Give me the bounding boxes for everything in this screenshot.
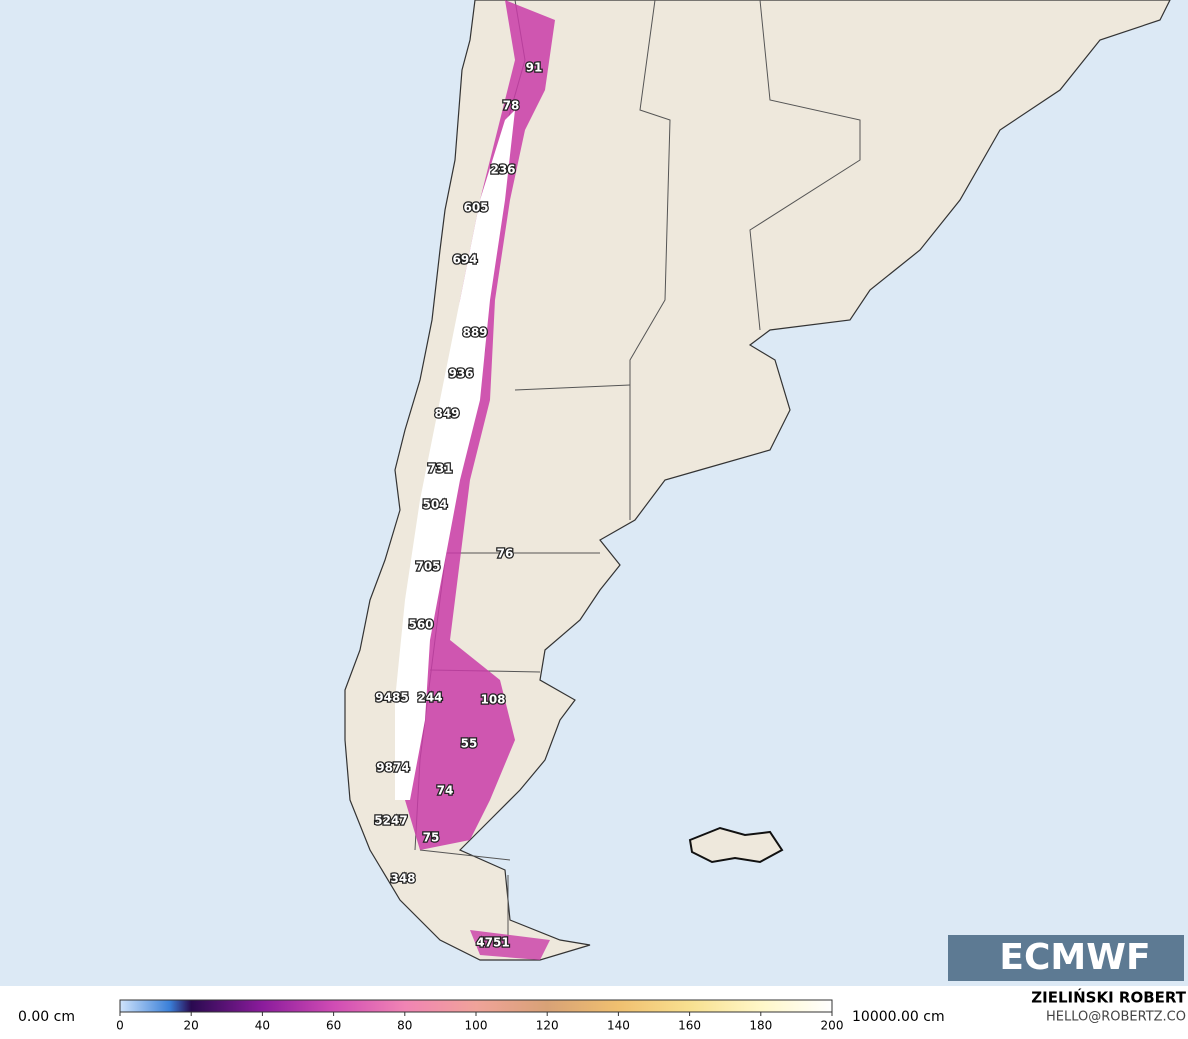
colorbar-ticks: 0 20 40 60 80 100 120 140 160 180 200: [116, 1012, 843, 1033]
snow-label: 244: [417, 691, 442, 705]
snow-label: 504: [422, 498, 447, 512]
credit-contact: HELLO@ROBERTZ.CO: [1046, 1010, 1186, 1025]
logo: ECMWF: [999, 937, 1150, 978]
snow-label: 108: [480, 693, 505, 707]
snow-label: 889: [462, 326, 487, 340]
snow-label: 78: [503, 99, 520, 113]
colorbar-tick-label: 100: [465, 1019, 488, 1033]
snow-label: 75: [423, 831, 440, 845]
snow-label: 694: [452, 253, 477, 267]
snow-label: 5247: [374, 814, 407, 828]
colorbar-tick-label: 0: [116, 1019, 124, 1033]
snow-label: 9485: [375, 691, 408, 705]
snow-core: [395, 110, 515, 800]
snow-label: 9874: [376, 761, 409, 775]
snow-label: 849: [434, 407, 459, 421]
snow-band: [400, 0, 555, 850]
snow-label: 605: [463, 201, 488, 215]
colorbar-tick-label: 160: [678, 1019, 701, 1033]
colorbar: [119, 999, 833, 1013]
snow-label: 348: [390, 872, 415, 886]
map-labels: 91 78 236 605 694 889 936 849 731 504 76 705 560 9485…: [373, 59, 544, 951]
colorbar-tick-label: 60: [326, 1019, 341, 1033]
snow-label: 76: [497, 547, 514, 561]
credit-name: ZIELIŃSKI ROBERT: [1031, 988, 1186, 1007]
colorbar-tick-label: 180: [749, 1019, 772, 1033]
snow-south: [470, 930, 550, 960]
snow-label: 560: [408, 618, 433, 632]
colorbar-tick-label: 120: [536, 1019, 559, 1033]
legend-max: 10000.00 cm: [852, 1009, 945, 1025]
colorbar-tick-label: 140: [607, 1019, 630, 1033]
snow-label: 91: [526, 61, 543, 75]
snow-label: 74: [437, 784, 454, 798]
falkland-islands: [688, 826, 784, 864]
colorbar-tick-label: 80: [397, 1019, 412, 1033]
snow-label: 705: [415, 560, 440, 574]
snow-label: 731: [427, 462, 452, 476]
snow-label: 236: [490, 163, 515, 177]
snow-label: 55: [461, 737, 478, 751]
logo-box: [948, 935, 1184, 981]
legend-min: 0.00 cm: [18, 1009, 75, 1025]
colorbar-tick-label: 20: [184, 1019, 199, 1033]
land: [344, 0, 1171, 961]
colorbar-tick-label: 200: [821, 1019, 844, 1033]
colorbar-tick-label: 40: [255, 1019, 270, 1033]
snow-label: 4751: [476, 936, 509, 950]
snow-label: 936: [448, 367, 473, 381]
